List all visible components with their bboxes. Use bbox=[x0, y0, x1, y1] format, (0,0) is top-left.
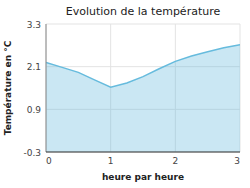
y-tick-label: 3.3 bbox=[27, 20, 41, 30]
data bbox=[46, 45, 240, 152]
area bbox=[46, 45, 240, 152]
x-axis bbox=[46, 152, 240, 153]
chart: -0.3 0.9 2.1 3.3 0 1 2 3 Evolution de la tempéra… bbox=[0, 0, 250, 188]
x-tick-label: 0 bbox=[46, 156, 52, 166]
grid-line bbox=[46, 24, 47, 152]
grid-line bbox=[46, 152, 240, 153]
grid-line bbox=[46, 24, 240, 25]
x-tick-label: 3 bbox=[234, 156, 240, 166]
y-tick-label: -0.3 bbox=[23, 148, 41, 158]
x-tick-label: 1 bbox=[108, 156, 114, 166]
y-tick-label: 2.1 bbox=[27, 62, 41, 72]
chart-container: -0.3 0.9 2.1 3.3 0 1 2 3 Evolution de la tempéra… bbox=[0, 0, 250, 188]
grid bbox=[46, 24, 240, 152]
title: Evolution de la température bbox=[66, 5, 221, 18]
y-axis bbox=[46, 24, 47, 152]
line bbox=[46, 45, 240, 88]
x-tick-label: 2 bbox=[172, 156, 178, 166]
x-axis-label: heure par heure bbox=[102, 172, 184, 182]
y-axis-label: Température en °C bbox=[3, 40, 13, 135]
y-tick-label: 0.9 bbox=[27, 105, 42, 115]
